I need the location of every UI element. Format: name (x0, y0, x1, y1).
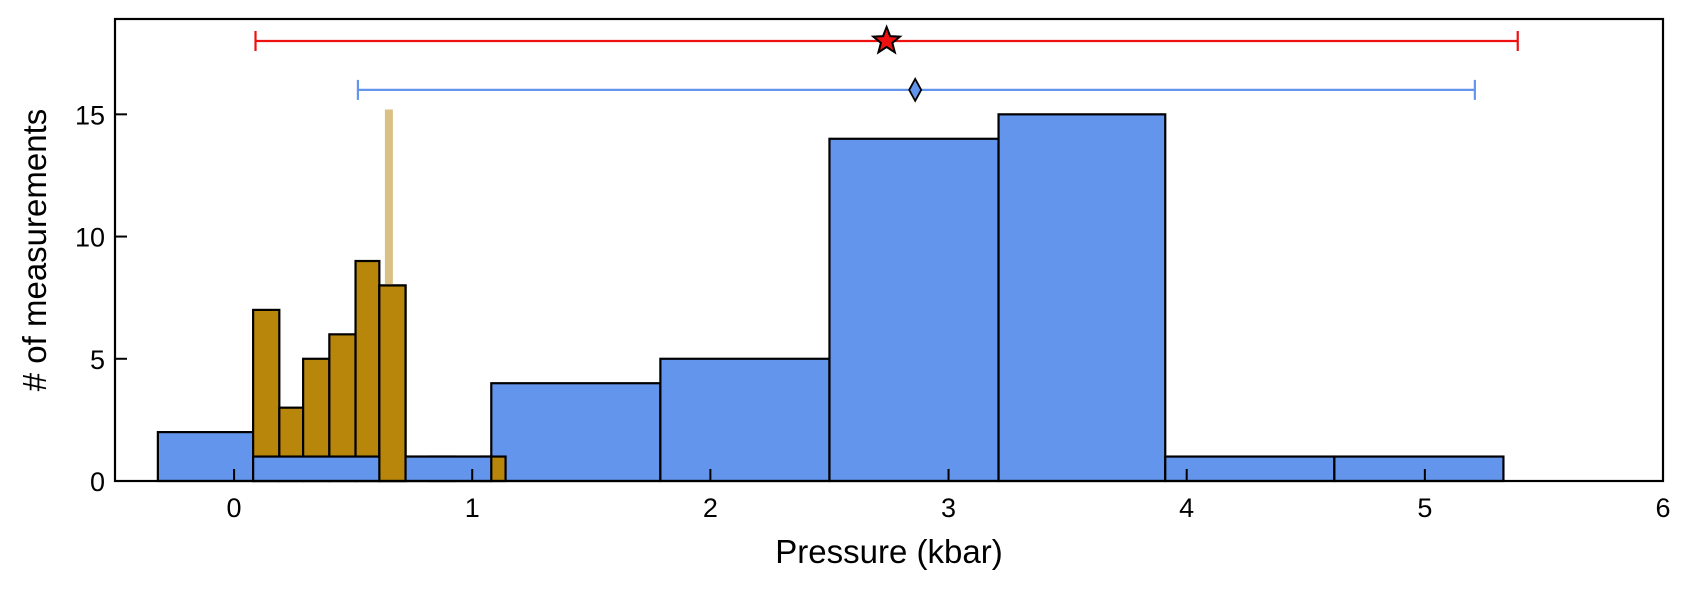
overlay-layer (252, 24, 1519, 483)
y-tick-label: 5 (90, 345, 105, 375)
ticks-layer: 0 1 2 3 4 5 6 0 5 10 15 (75, 100, 1671, 523)
y-tick-label: 15 (75, 100, 105, 130)
x-tick-label: 3 (941, 493, 956, 523)
histogram-bar (828, 137, 1000, 483)
histogram-bar (1333, 455, 1505, 483)
histogram-bar (252, 455, 493, 483)
x-tick-label: 2 (703, 493, 718, 523)
bars-layer (156, 113, 1505, 483)
histogram-bar (997, 113, 1167, 483)
diamond-marker-icon (908, 77, 923, 103)
histogram-bar (490, 382, 662, 483)
x-tick-label: 4 (1179, 493, 1194, 523)
x-axis-title: Pressure (kbar) (775, 533, 1002, 570)
plot-frame (113, 17, 1665, 483)
histogram-bar (659, 357, 831, 483)
x-tick-label: 5 (1417, 493, 1432, 523)
histogram-bar (1164, 455, 1336, 483)
star-marker-icon (870, 24, 903, 55)
x-tick-label: 1 (465, 493, 480, 523)
histogram-bar (252, 308, 281, 483)
y-axis-title: # of measurements (16, 109, 53, 391)
y-tick-label: 10 (75, 223, 105, 253)
x-tick-label: 6 (1655, 493, 1670, 523)
histogram-bar (354, 259, 381, 483)
histogram-bar (378, 284, 407, 483)
x-tick-label: 0 (227, 493, 242, 523)
histogram-bar (156, 431, 255, 483)
y-tick-label: 0 (90, 467, 105, 497)
